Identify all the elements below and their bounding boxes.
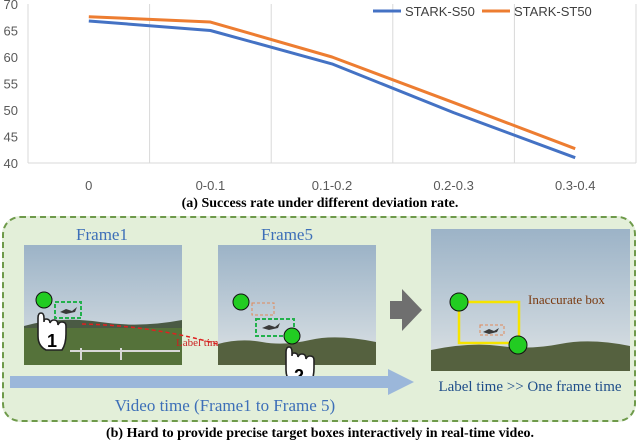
illustration-caption: (b) Hard to provide precise target boxes… <box>105 426 535 441</box>
illustration: Frame1 1 Label time Frame5 2 Inaccurate <box>10 225 630 415</box>
legend-label: STARK-S50 <box>405 4 475 19</box>
legend-label: STARK-ST50 <box>514 4 592 19</box>
comparison-text: Label time >> One frame time <box>438 379 621 395</box>
x-axis: 0 0-0.1 0.1-0.2 0.2-0.3 0.3-0.4 <box>28 162 636 193</box>
frame5-target-box <box>255 318 295 337</box>
grid-lines <box>27 4 637 163</box>
label-time-text: Label time <box>176 337 223 349</box>
series-lines <box>88 15 576 160</box>
x-tick-label: 0 <box>85 178 92 193</box>
frame1-click-dot <box>35 291 53 309</box>
series-line-stark-s50 <box>88 19 576 160</box>
inaccurate-box-label: Inaccurate box <box>528 292 605 307</box>
frame1-label: Frame1 <box>76 225 128 244</box>
x-tick-label: 0-0.1 <box>196 178 226 193</box>
y-axis: 40 45 50 55 60 65 70 <box>4 0 18 171</box>
x-tick-label: 0.3-0.4 <box>555 178 595 193</box>
y-tick-label: 60 <box>4 50 18 65</box>
y-tick-label: 40 <box>4 156 18 171</box>
gray-arrow <box>390 289 422 331</box>
chart-caption: (a) Success rate under different deviati… <box>181 196 459 211</box>
y-tick-label: 50 <box>4 103 18 118</box>
result-dot-bottom <box>508 335 528 355</box>
result-target-box <box>479 324 505 336</box>
y-tick-label: 55 <box>4 77 18 92</box>
series-line-stark-st50 <box>88 15 576 151</box>
y-tick-label: 45 <box>4 130 18 145</box>
frame1-bird <box>60 307 77 314</box>
hand1-number: 1 <box>47 331 57 351</box>
line-chart: 40 45 50 55 60 65 70 0 0-0.1 0.1-0.2 0.2-0.3 0.3-0… <box>4 0 637 193</box>
inaccurate-box <box>457 300 521 345</box>
hand-pointer-icon <box>37 312 67 351</box>
timeline-label: Video time (Frame1 to Frame 5) <box>115 396 335 415</box>
x-tick-label: 0.2-0.3 <box>433 178 473 193</box>
legend: STARK-S50 STARK-ST50 <box>373 4 592 19</box>
timeline-arrow <box>10 369 414 395</box>
frame5-previous-box <box>251 302 275 316</box>
frame5-dot-bottom <box>283 327 301 345</box>
result-bird <box>483 328 499 334</box>
frame5-bird <box>262 323 280 330</box>
y-tick-label: 70 <box>4 0 18 12</box>
result-dot-top <box>449 292 469 312</box>
frame5-label: Frame5 <box>261 225 313 244</box>
y-tick-label: 65 <box>4 24 18 39</box>
frame5-dot-top <box>232 293 250 311</box>
x-tick-label: 0.1-0.2 <box>312 178 352 193</box>
frame1-target-box <box>54 301 82 319</box>
